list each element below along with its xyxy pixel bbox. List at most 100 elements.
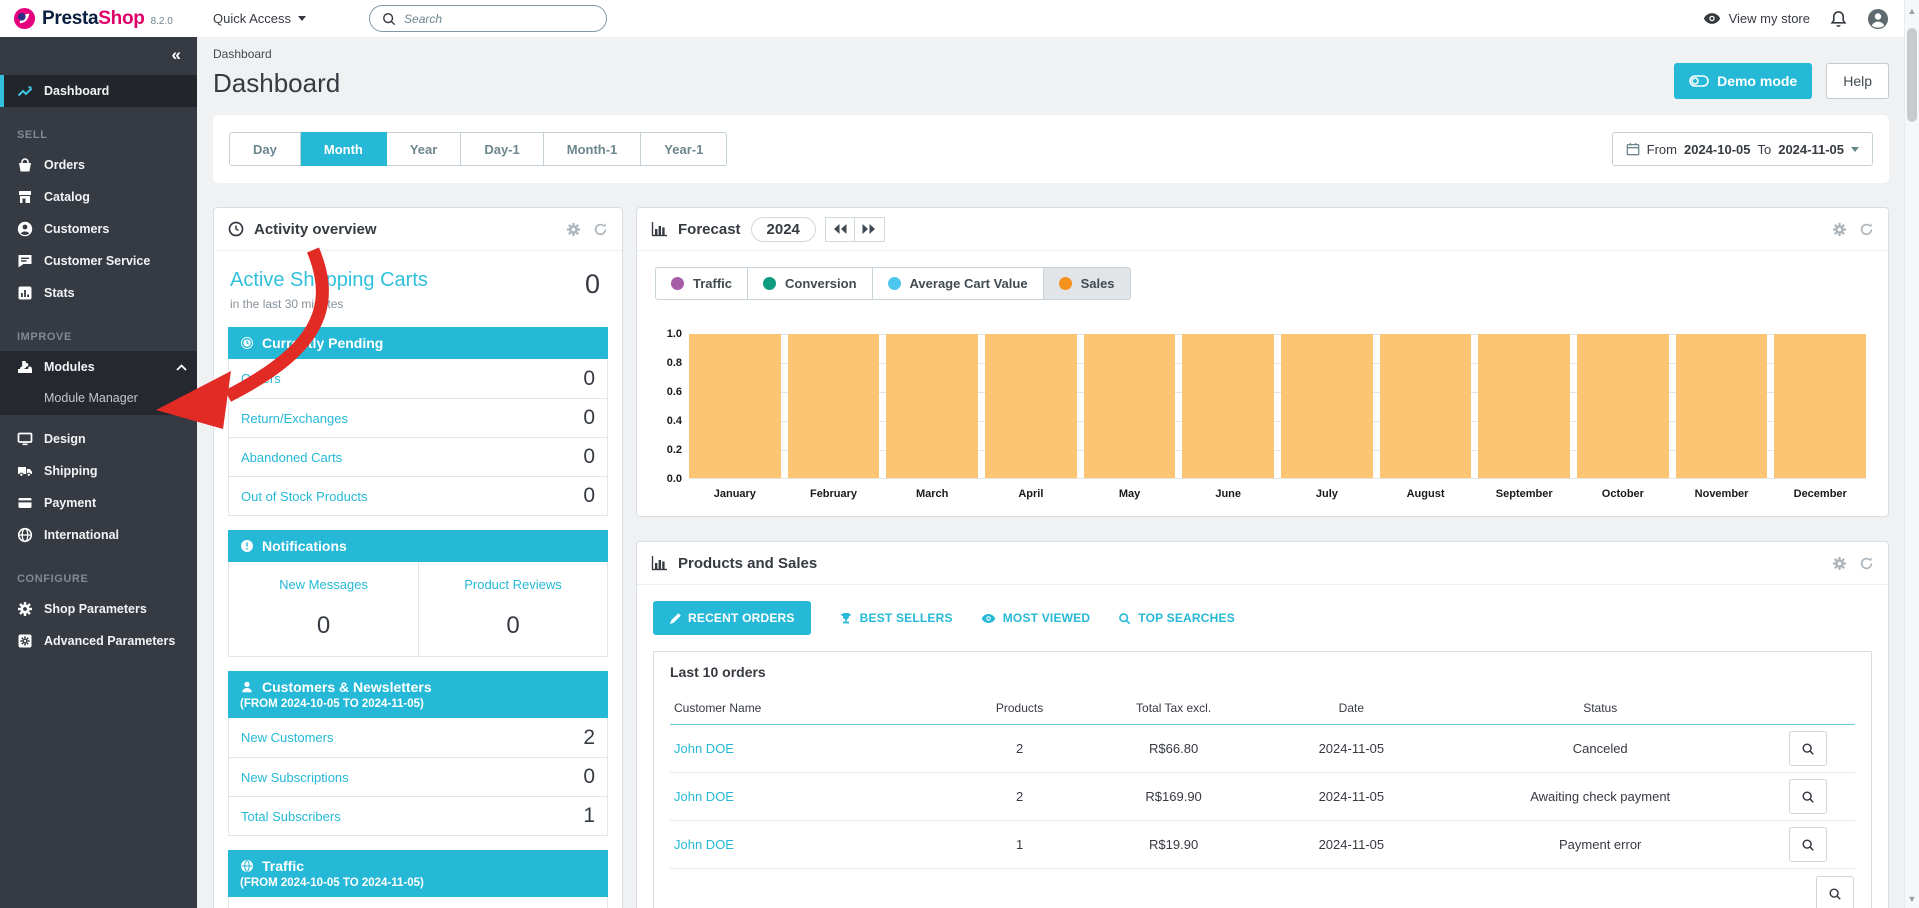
forecast-bar-june [1182, 334, 1274, 478]
forecast-bar-december [1774, 334, 1866, 478]
range-button-year[interactable]: Year [387, 132, 461, 166]
order-details-button[interactable] [1789, 779, 1827, 814]
sidebar-item-international[interactable]: International [0, 519, 197, 551]
clock-icon [228, 221, 244, 237]
sidebar-item-orders[interactable]: Orders [0, 149, 197, 181]
range-button-day[interactable]: Day [229, 132, 301, 166]
scrollbar-down-arrow[interactable]: ▼ [1905, 894, 1919, 904]
total-subscribers-link[interactable]: Total Subscribers [241, 809, 341, 824]
order-details-button[interactable] [1816, 876, 1854, 908]
new-messages-link[interactable]: New Messages [279, 577, 368, 592]
customer-name-link[interactable]: John DOE [670, 773, 954, 821]
orders-link[interactable]: Orders [241, 371, 281, 386]
list-item: Abandoned Carts0 [229, 437, 607, 476]
search-icon [1118, 612, 1131, 625]
demo-mode-button[interactable]: Demo mode [1674, 63, 1812, 99]
sidebar-item-label: Advanced Parameters [44, 634, 175, 648]
forecast-prev-button[interactable] [825, 217, 855, 242]
x-tick-label: May [1084, 488, 1176, 500]
sidebar-section-configure: CONFIGURE [0, 551, 197, 593]
customer-name-link[interactable]: John DOE [670, 821, 954, 869]
search-icon [1828, 887, 1842, 901]
trophy-icon [839, 612, 853, 625]
tab-most-viewed[interactable]: MOST VIEWED [981, 611, 1091, 625]
sidebar-item-payment[interactable]: Payment [0, 487, 197, 519]
legend-average-cart-value[interactable]: Average Cart Value [873, 267, 1044, 300]
order-details-button[interactable] [1789, 731, 1827, 766]
scrollbar-up-arrow[interactable]: ▲ [1905, 6, 1919, 16]
sidebar-item-shop-parameters[interactable]: Shop Parameters [0, 593, 197, 625]
range-button-month-1[interactable]: Month-1 [544, 132, 642, 166]
range-button-month[interactable]: Month [301, 132, 387, 166]
tab-top-searches[interactable]: TOP SEARCHES [1118, 611, 1235, 625]
legend-traffic[interactable]: Traffic [655, 267, 748, 300]
view-my-store-link[interactable]: View my store [1703, 11, 1810, 26]
date-to-value: 2024-11-05 [1778, 142, 1844, 157]
refresh-icon [593, 222, 608, 237]
forecast-next-button[interactable] [855, 217, 885, 242]
sidebar-item-dashboard[interactable]: Dashboard [0, 75, 197, 107]
sidebar-item-customers[interactable]: Customers [0, 213, 197, 245]
products-and-sales-panel: Products and Sales RECENT ORDERS BEST SE… [636, 541, 1889, 908]
panel-settings-button[interactable] [1832, 556, 1847, 571]
customer-name-link[interactable]: John DOE [670, 725, 954, 773]
search-input[interactable] [404, 12, 594, 26]
abandoned-carts-link[interactable]: Abandoned Carts [241, 450, 342, 465]
returns-link[interactable]: Return/Exchanges [241, 411, 348, 426]
orders-table: Customer Name Products Total Tax excl. D… [670, 692, 1855, 869]
panel-settings-button[interactable] [1832, 222, 1847, 237]
activity-overview-panel: Activity overview Active Shopping Carts … [213, 207, 623, 908]
sidebar-item-advanced-parameters[interactable]: Advanced Parameters [0, 625, 197, 657]
prestashop-logo [13, 7, 36, 30]
notifications-bell-button[interactable] [1830, 10, 1847, 28]
user-avatar-button[interactable] [1867, 8, 1889, 30]
range-button-year-1[interactable]: Year-1 [641, 132, 727, 166]
sidebar-item-shipping[interactable]: Shipping [0, 455, 197, 487]
legend-sales[interactable]: Sales [1044, 267, 1131, 300]
brand-name: PrestaShop [42, 8, 145, 30]
scrollbar-thumb[interactable] [1907, 28, 1917, 122]
range-buttons: DayMonthYearDay-1Month-1Year-1 [229, 132, 727, 166]
quick-access-menu[interactable]: Quick Access [213, 11, 306, 26]
notifications-banner: Notifications [228, 530, 608, 562]
orders-table-body: John DOE2R$66.802024-11-05CanceledJohn D… [670, 725, 1855, 869]
search-box[interactable] [369, 5, 607, 32]
column-header: Date [1262, 692, 1440, 725]
brand[interactable]: PrestaShop 8.2.0 [0, 7, 197, 30]
tab-recent-orders[interactable]: RECENT ORDERS [653, 601, 811, 635]
legend-label: Traffic [693, 276, 732, 291]
sidebar-item-stats[interactable]: Stats [0, 277, 197, 309]
vertical-scrollbar[interactable]: ▲ ▼ [1904, 0, 1919, 908]
range-button-day-1[interactable]: Day-1 [461, 132, 543, 166]
help-button[interactable]: Help [1826, 63, 1889, 99]
bar-chart-icon [651, 555, 668, 571]
sidebar-collapse-button[interactable]: « [172, 45, 181, 65]
panel-refresh-button[interactable] [1859, 222, 1874, 237]
sidebar-item-module-manager[interactable]: Module Manager [0, 383, 197, 415]
toggle-icon [1689, 75, 1709, 87]
new-customers-link[interactable]: New Customers [241, 730, 333, 745]
modules-expanded-block: Modules Module Manager [0, 351, 197, 415]
panel-refresh-button[interactable] [1859, 556, 1874, 571]
customers-list: New Customers2 New Subscriptions0 Total … [228, 718, 608, 836]
sidebar-item-design[interactable]: Design [0, 423, 197, 455]
x-tick-label: November [1676, 488, 1768, 500]
active-shopping-carts-link[interactable]: Active Shopping Carts [230, 269, 428, 291]
sidebar-item-modules[interactable]: Modules [0, 351, 197, 383]
list-value: 7 [583, 905, 595, 908]
sidebar-item-customer-service[interactable]: Customer Service [0, 245, 197, 277]
top-bar: PrestaShop 8.2.0 Quick Access View my st… [0, 0, 1919, 37]
sidebar: « Dashboard SELL Orders Catalog Customer… [0, 37, 197, 908]
double-left-icon [833, 224, 847, 234]
tab-best-sellers[interactable]: BEST SELLERS [839, 611, 953, 625]
panel-settings-button[interactable] [566, 222, 581, 237]
date-range-button[interactable]: From 2024-10-05 To 2024-11-05 [1612, 132, 1873, 166]
new-subscriptions-link[interactable]: New Subscriptions [241, 770, 349, 785]
out-of-stock-link[interactable]: Out of Stock Products [241, 489, 367, 504]
panel-refresh-button[interactable] [593, 222, 608, 237]
order-details-button[interactable] [1789, 827, 1827, 862]
sidebar-item-catalog[interactable]: Catalog [0, 181, 197, 213]
legend-conversion[interactable]: Conversion [748, 267, 873, 300]
sidebar-item-label: Payment [44, 496, 96, 510]
product-reviews-link[interactable]: Product Reviews [464, 577, 562, 592]
